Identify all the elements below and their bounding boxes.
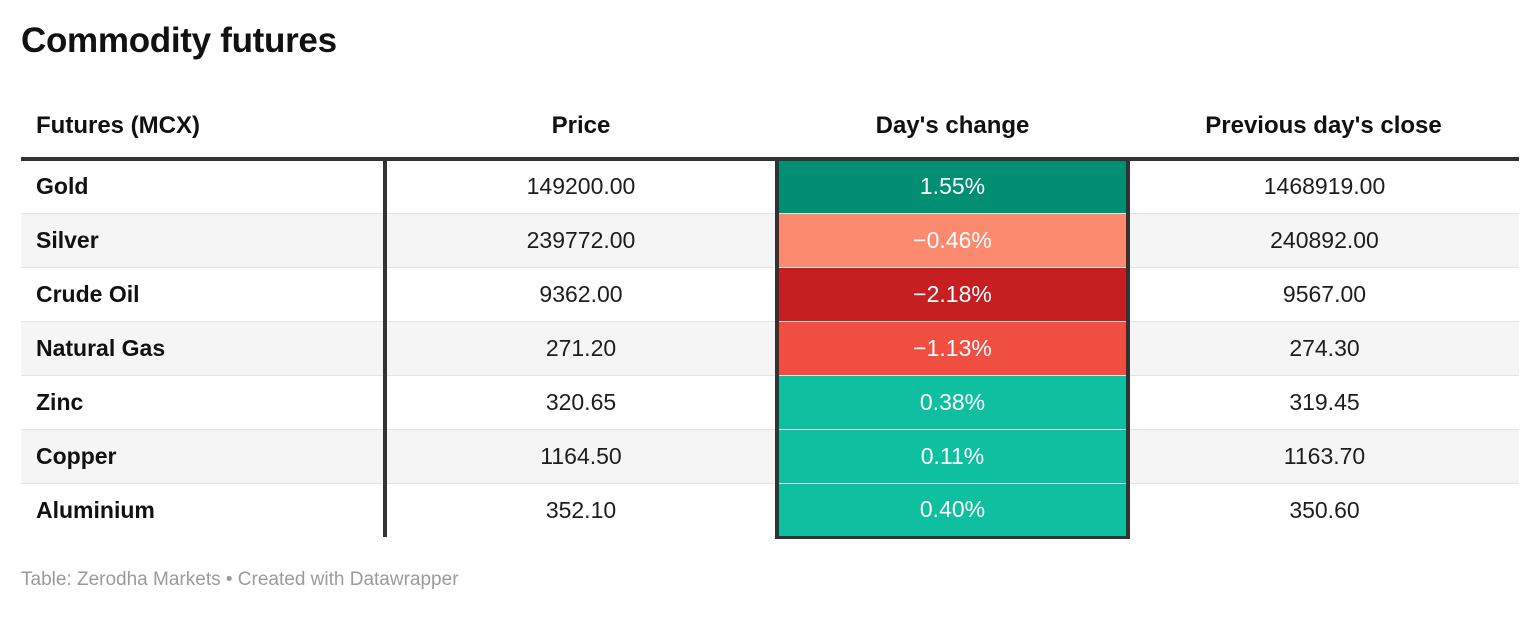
days-change-value: −0.46% (775, 212, 1130, 267)
futures-name: Aluminium (21, 482, 385, 537)
column-header-previous-days-close: Previous day's close (1128, 100, 1519, 161)
price-value: 149200.00 (383, 159, 777, 213)
header-row: Futures (MCX) Price Day's change Previou… (21, 100, 1519, 161)
price-value: 352.10 (383, 482, 777, 537)
source-attribution: Table: Zerodha Markets • Created with Da… (21, 568, 459, 590)
days-change-value: 0.40% (775, 482, 1130, 539)
days-change-value: −1.13% (775, 320, 1130, 375)
table-row: Copper 1164.50 0.11% 1163.70 (21, 428, 1519, 483)
column-header-days-change: Day's change (777, 100, 1128, 161)
previous-close-value: 319.45 (1128, 374, 1519, 429)
days-change-value: 0.11% (775, 428, 1130, 483)
previous-close-value: 240892.00 (1128, 212, 1519, 267)
previous-close-value: 1163.70 (1128, 428, 1519, 483)
table-body: Gold 149200.00 1.55% 1468919.00 Silver 239772… (21, 159, 1519, 539)
previous-close-value: 1468919.00 (1263, 173, 1386, 200)
price-value: 239772.00 (383, 212, 777, 267)
table-row: Gold 149200.00 1.55% 1468919.00 (21, 159, 1519, 213)
futures-name: Gold (36, 173, 89, 200)
days-change-value: 1.55% (775, 159, 1130, 213)
futures-name: Silver (21, 212, 385, 267)
column-header-futures-mcx: Futures (MCX) (21, 100, 385, 161)
futures-name: Crude Oil (21, 266, 385, 321)
table-row: Zinc 320.65 0.38% 319.45 (21, 374, 1519, 429)
futures-name: Natural Gas (21, 320, 385, 375)
price-value: 271.20 (383, 320, 777, 375)
futures-table: Futures (MCX) Price Day's change Previou… (21, 100, 1519, 539)
previous-close-value: 350.60 (1128, 482, 1519, 537)
days-change-value: −2.18% (775, 266, 1130, 321)
table-row: Natural Gas 271.20 −1.13% 274.30 (21, 320, 1519, 375)
days-change-value: 0.38% (775, 374, 1130, 429)
table-row: Crude Oil 9362.00 −2.18% 9567.00 (21, 266, 1519, 321)
futures-name: Zinc (21, 374, 385, 429)
table-row: Silver 239772.00 −0.46% 240892.00 (21, 212, 1519, 267)
previous-close-value: 9567.00 (1128, 266, 1519, 321)
column-header-price: Price (385, 100, 777, 161)
futures-name: Copper (21, 428, 385, 483)
price-value: 9362.00 (383, 266, 777, 321)
table-row: Aluminium 352.10 0.40% 350.60 (21, 482, 1519, 539)
price-value: 320.65 (383, 374, 777, 429)
price-value: 1164.50 (383, 428, 777, 483)
page-title: Commodity futures (21, 21, 337, 60)
previous-close-value: 274.30 (1128, 320, 1519, 375)
